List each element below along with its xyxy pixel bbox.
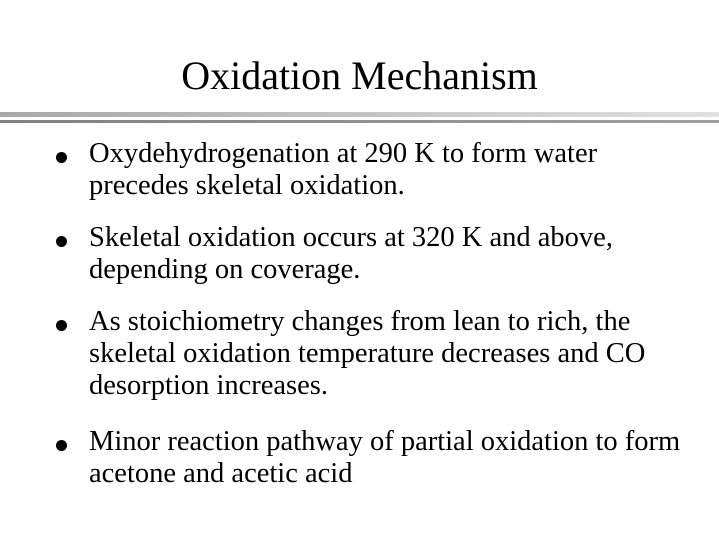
bullet-item: As stoichiometry changes from lean to ri…	[56, 306, 696, 402]
bullet-item: Skeletal oxidation occurs at 320 K and a…	[56, 222, 696, 286]
bullet-item: Minor reaction pathway of partial oxidat…	[56, 426, 696, 490]
bullet-item: Oxydehydrogenation at 290 K to form wate…	[56, 138, 696, 202]
bullet-icon	[56, 440, 67, 451]
slide-title: Oxidation Mechanism	[181, 53, 538, 98]
bullet-icon	[56, 236, 67, 247]
bullet-text: As stoichiometry changes from lean to ri…	[89, 306, 646, 401]
bullet-icon	[56, 320, 67, 331]
bullet-text: Minor reaction pathway of partial oxidat…	[89, 426, 681, 489]
bullet-list: Oxydehydrogenation at 290 K to form wate…	[56, 138, 696, 510]
bullet-icon	[56, 152, 67, 163]
bullet-text: Oxydehydrogenation at 290 K to form wate…	[89, 138, 598, 201]
bullet-text: Skeletal oxidation occurs at 320 K and a…	[89, 222, 613, 285]
divider-top	[0, 112, 719, 117]
divider-bottom	[0, 120, 719, 123]
